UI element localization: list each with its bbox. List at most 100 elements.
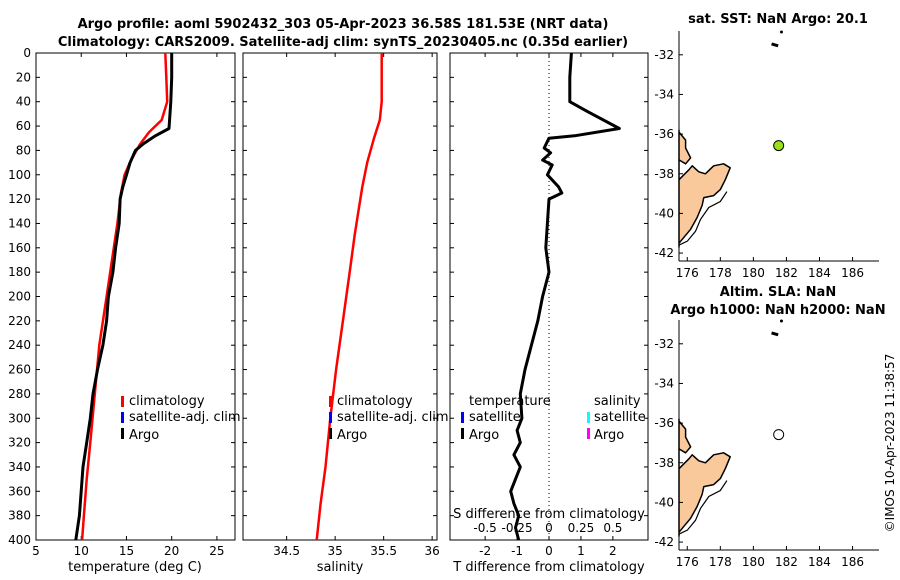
axes-frame (242, 52, 438, 541)
legend-swatch-climatology (329, 396, 332, 407)
y-tick-label: 400 (8, 533, 31, 547)
y-tick-label: 20 (16, 70, 31, 84)
y-tick-label: 40 (16, 95, 31, 109)
y-tick-label: 0 (23, 46, 31, 60)
legend-swatch-satellite (121, 412, 124, 423)
x-tick-label: 25 (209, 544, 224, 558)
map-x-tick-label: 178 (709, 555, 732, 569)
legend-swatch-argo (329, 428, 332, 439)
y-tick-label: 320 (8, 436, 31, 450)
y-tick-label: 280 (8, 387, 31, 401)
map-y-tick-label: -42 (654, 535, 674, 549)
y-tick-label: 260 (8, 363, 31, 377)
figure-title-line2: Climatology: CARS2009. Satellite-adj cli… (58, 35, 628, 50)
y-tick-label: 300 (8, 411, 31, 425)
s-tick-label: 0.25 (568, 521, 595, 535)
x-tick-label: 20 (164, 544, 179, 558)
island-marker (771, 42, 779, 48)
coastline-contour (678, 480, 728, 535)
map-y-tick-label: -36 (654, 127, 674, 141)
island-marker (771, 331, 779, 337)
island-marker (779, 319, 783, 323)
y-tick-label: 60 (16, 119, 31, 133)
legend-swatch-t-satellite (461, 412, 464, 423)
map-y-tick-label: -38 (654, 456, 674, 470)
land-mass (678, 129, 731, 248)
map-y-tick-label: -42 (654, 246, 674, 260)
legend-label-climatology: climatology (129, 394, 205, 409)
legend-swatch-t-argo (461, 428, 464, 439)
x-tick-label: 35 (328, 544, 343, 558)
map-y-tick-label: -32 (654, 337, 674, 351)
map-y-tick-label: -40 (654, 495, 674, 509)
legend-swatch-s-argo (587, 428, 590, 439)
temperature-panel: 0 20 40 60 80 100 120 140 160 180 200 220 240 260 280 3… (8, 46, 236, 558)
sla-map-title-line2: Argo h1000: NaN h2000: NaN (670, 303, 885, 318)
legend-swatch-satellite (329, 412, 332, 423)
island-marker (779, 30, 783, 34)
x-tick-label: 0 (545, 544, 553, 558)
legend-swatch-argo (121, 428, 124, 439)
map-x-tick-label: 186 (841, 555, 864, 569)
y-tick-label: 240 (8, 338, 31, 352)
sst-map-title: sat. SST: NaN Argo: 20.1 (688, 12, 868, 27)
y-tick-label: 100 (8, 168, 31, 182)
legend-label-t-satellite: satellite (469, 410, 521, 425)
map-x-tick-label: 176 (676, 266, 699, 280)
y-tick-label: 200 (8, 290, 31, 304)
legend-label-argo: Argo (129, 428, 159, 443)
y-tick-label: 140 (8, 216, 31, 230)
float-location-marker (773, 429, 785, 441)
x-tick-label: -1 (511, 544, 523, 558)
axes-frame (35, 52, 236, 541)
y-tick-label: 80 (16, 143, 31, 157)
x-tick-label: 15 (119, 544, 134, 558)
s-tick-label: 0 (545, 521, 553, 535)
series-line-climatology (315, 53, 383, 541)
x-tick-label: 10 (74, 544, 89, 558)
map-x-tick-label: 178 (709, 266, 732, 280)
x-tick-label: 34.5 (273, 544, 300, 558)
map-x-tick-label: 180 (742, 555, 765, 569)
legend-label-s-argo: Argo (594, 428, 624, 443)
y-tick-label: 340 (8, 460, 31, 474)
figure-title-line1: Argo profile: aoml 5902432_303 05-Apr-20… (78, 17, 609, 32)
legend-label-satellite: satellite-adj. clim (337, 410, 449, 425)
legend-label-t-argo: Argo (469, 428, 499, 443)
map-x-tick-label: 182 (775, 266, 798, 280)
t-difference-xlabel: T difference from climatology (452, 560, 645, 575)
legend-label-climatology: climatology (337, 394, 413, 409)
legend-swatch-s-satellite (587, 412, 590, 423)
x-tick-label: 36 (425, 544, 440, 558)
x-tick-label: 35.5 (370, 544, 397, 558)
salinity-panel: 34.5 35 35.5 36 (242, 52, 440, 558)
map-y-tick-label: -38 (654, 167, 674, 181)
map-x-tick-label: 176 (676, 555, 699, 569)
y-tick-label: 380 (8, 509, 31, 523)
map-y-tick-label: -34 (654, 376, 674, 390)
sla-map-panel: 176 178 180 182 184 186 -32 -34 -36 -38 -40 -42 (654, 319, 879, 569)
sst-map-panel: 176 178 180 182 184 186 -32 -34 -36 -38 -40 -42 (654, 30, 879, 280)
temperature-legend: climatology satellite-adj. clim Argo (121, 394, 241, 443)
legend-label-argo: Argo (337, 428, 367, 443)
x-tick-label: 1 (577, 544, 585, 558)
map-y-tick-label: -40 (654, 206, 674, 220)
x-tick-label: 2 (609, 544, 617, 558)
salinity-xlabel: salinity (317, 560, 364, 575)
y-tick-label: 360 (8, 484, 31, 498)
legend-label-s-satellite: satellite (594, 410, 646, 425)
map-y-tick-label: -32 (654, 48, 674, 62)
x-tick-label: 5 (32, 544, 40, 558)
land-mass (678, 418, 731, 537)
y-tick-label: 160 (8, 241, 31, 255)
s-tick-label: 0.5 (603, 521, 622, 535)
axes-frame (449, 52, 649, 541)
map-x-tick-label: 184 (808, 555, 831, 569)
map-x-tick-label: 186 (841, 266, 864, 280)
t-difference-panel: -2 -1 0 1 2-0.5 -0.25 0 0.25 0.5 (449, 52, 649, 558)
difference-legend: temperature satellite Argo salinity sate… (461, 394, 646, 443)
map-x-tick-label: 184 (808, 266, 831, 280)
series-line-t-difference (509, 52, 621, 541)
y-tick-label: 120 (8, 192, 31, 206)
coastline-contour (678, 191, 728, 246)
